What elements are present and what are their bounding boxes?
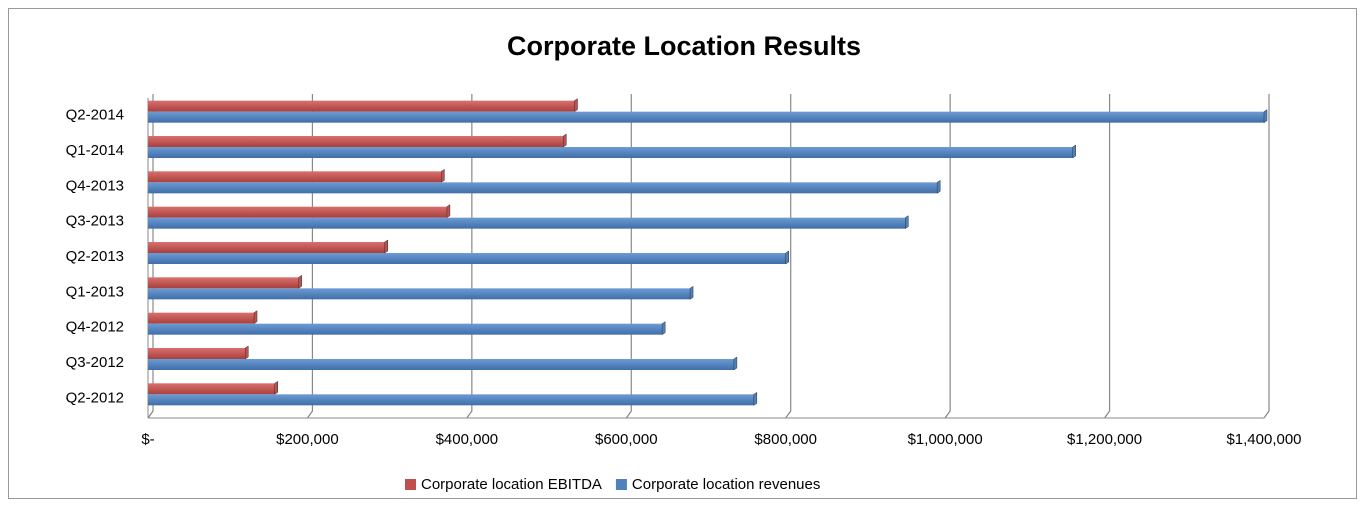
grid-line	[466, 94, 473, 419]
x-tick-label: $1,000,000	[908, 431, 983, 448]
bar-side	[384, 239, 389, 254]
legend-swatch	[615, 479, 627, 490]
x-tick-label: $-	[141, 431, 154, 448]
bar-side	[733, 356, 738, 371]
bar	[148, 242, 385, 253]
y-tick-label: Q4-2013	[66, 177, 124, 194]
bar	[148, 182, 938, 194]
legend-label: Corporate location revenues	[632, 476, 820, 493]
bar-side	[298, 274, 302, 289]
bar-side	[905, 215, 909, 230]
bar	[148, 394, 754, 406]
y-tick-label: Q2-2014	[66, 107, 124, 124]
bar	[148, 147, 1073, 158]
y-tick-label: Q4-2012	[66, 319, 124, 336]
bar	[148, 288, 691, 300]
y-tick-label: Q1-2014	[66, 142, 124, 159]
legend-label: Corporate location EBITDA	[421, 476, 602, 493]
bar	[148, 171, 442, 183]
grid-line	[785, 94, 792, 419]
grid-line	[944, 94, 951, 419]
bar-side	[1263, 109, 1268, 124]
x-tick-label: $1,200,000	[1067, 431, 1142, 448]
bar	[148, 111, 1264, 123]
x-tick-label: $800,000	[754, 431, 817, 448]
bar	[148, 206, 447, 218]
bar	[148, 383, 275, 395]
bar-side	[274, 380, 278, 395]
bar	[148, 312, 255, 324]
chart-title: Corporate Location Results	[507, 31, 861, 61]
bar	[148, 323, 663, 335]
bar	[148, 359, 734, 370]
y-tick-label: Q3-2012	[66, 354, 124, 371]
bar-side	[446, 204, 451, 219]
bar-side	[936, 179, 941, 194]
grid-line	[306, 94, 314, 419]
bar-side	[253, 310, 258, 325]
x-tick-label: $1,400,000	[1226, 431, 1301, 448]
bar	[148, 348, 246, 359]
bar-side	[661, 321, 666, 336]
x-tick-label: $400,000	[436, 431, 499, 448]
bar-side	[574, 98, 578, 113]
bar-side	[689, 285, 694, 300]
bar-side	[1072, 144, 1076, 159]
grid-line	[625, 94, 632, 419]
grid-line	[1263, 94, 1270, 419]
y-tick-label: Q1-2013	[66, 283, 124, 300]
bar-side	[441, 168, 445, 183]
bar-side	[753, 391, 758, 406]
bar	[148, 277, 299, 289]
grid-line	[1104, 94, 1111, 419]
bar	[148, 100, 575, 112]
grid-line	[147, 94, 154, 419]
bar-side	[245, 345, 249, 360]
y-tick-label: Q2-2013	[66, 248, 124, 265]
bar	[148, 217, 906, 229]
legend-swatch	[405, 479, 416, 490]
x-tick-label: $200,000	[276, 431, 339, 448]
bar-side	[563, 133, 567, 148]
y-tick-label: Q3-2013	[66, 213, 124, 230]
x-tick-label: $600,000	[595, 431, 658, 448]
y-tick-label: Q2-2012	[66, 389, 124, 406]
bar-side	[785, 250, 789, 265]
bar	[148, 136, 564, 147]
bar	[148, 253, 786, 264]
